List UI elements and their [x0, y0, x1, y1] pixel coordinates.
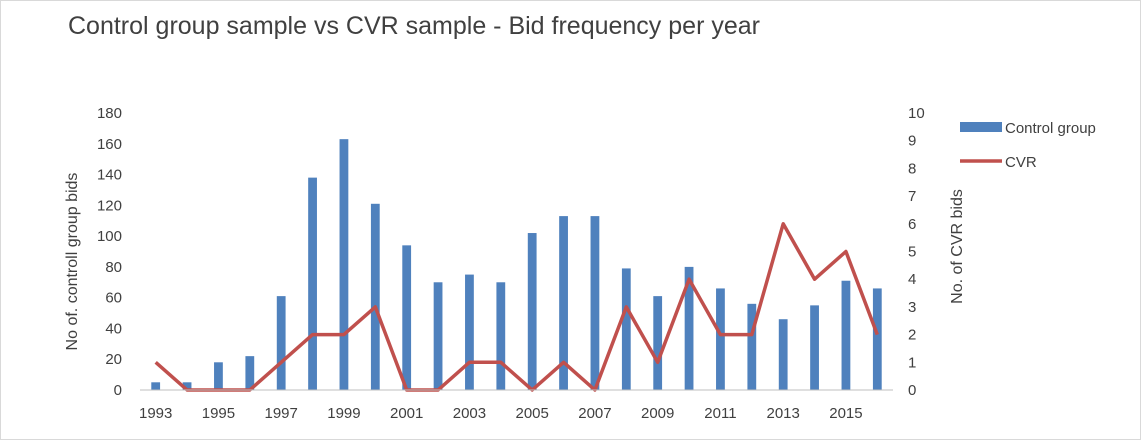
- x-tick-label: 2001: [390, 405, 423, 422]
- x-tick-label: 2013: [767, 405, 800, 422]
- legend-label-control-group: Control group: [1005, 120, 1096, 137]
- line-series: [154, 222, 879, 392]
- bar-2009: [653, 296, 663, 390]
- y-right-tick-label: 3: [908, 299, 916, 316]
- y-axis-right-ticks: 0 1 2 3 4 5 6 7 8 9 10: [908, 105, 925, 399]
- y-left-tick-label: 140: [97, 167, 122, 184]
- bar-2002: [433, 282, 443, 390]
- bar-2003: [465, 274, 474, 390]
- bar-series: [151, 139, 882, 390]
- x-tick-label: 1993: [139, 405, 172, 422]
- y-axis-right-title: No. of CVR bids: [949, 189, 966, 304]
- legend: Control group CVR: [960, 120, 1096, 171]
- bar-2015: [841, 280, 851, 390]
- bar-2005: [527, 233, 537, 390]
- y-left-tick-label: 80: [105, 259, 122, 276]
- y-left-tick-label: 120: [97, 197, 122, 214]
- y-left-tick-label: 160: [97, 136, 122, 153]
- bar-2000: [370, 203, 380, 390]
- chart-title: Control group sample vs CVR sample - Bid…: [68, 12, 760, 40]
- x-tick-label: 2007: [578, 405, 611, 422]
- x-tick-label: 2015: [829, 405, 862, 422]
- x-tick-label: 2005: [516, 405, 549, 422]
- bar-2011: [716, 288, 725, 390]
- bar-2006: [559, 216, 568, 390]
- line-cvr: [154, 222, 879, 392]
- y-left-tick-label: 100: [97, 228, 122, 245]
- bar-1995: [214, 362, 223, 390]
- y-left-tick-label: 40: [105, 320, 122, 337]
- y-right-tick-label: 10: [908, 105, 925, 122]
- x-axis-ticks: 1993 1995 1997 1999 2001 2003 2005 2007 2009 2011…: [139, 405, 863, 422]
- bar-2004: [496, 282, 506, 390]
- bar-2007: [590, 216, 600, 390]
- x-tick-label: 1997: [265, 405, 298, 422]
- y-right-tick-label: 1: [908, 354, 916, 371]
- x-tick-label: 2003: [453, 405, 486, 422]
- y-left-tick-label: 0: [114, 382, 122, 399]
- x-tick-label: 2009: [641, 405, 674, 422]
- y-right-tick-label: 5: [908, 244, 916, 261]
- x-tick-label: 1999: [327, 405, 360, 422]
- y-left-tick-label: 180: [97, 105, 122, 122]
- bar-2016: [872, 288, 882, 390]
- y-right-tick-label: 9: [908, 133, 916, 150]
- bar-2013: [778, 319, 788, 390]
- bar-1997: [276, 296, 286, 390]
- bar-1996: [245, 356, 255, 390]
- bar-1993: [151, 382, 161, 390]
- legend-swatch-control-group: [960, 122, 1002, 132]
- y-right-tick-label: 2: [908, 327, 916, 344]
- bar-1994: [182, 382, 192, 390]
- legend-label-cvr: CVR: [1005, 154, 1037, 171]
- bar-1999: [339, 139, 349, 390]
- bar-2001: [402, 245, 412, 390]
- x-tick-label: 2011: [704, 405, 736, 422]
- bar-2010: [684, 266, 694, 390]
- y-left-tick-label: 20: [105, 351, 122, 368]
- y-axis-left-ticks: 0 20 40 60 80 100 120 140 160 180: [97, 105, 122, 399]
- y-right-tick-label: 8: [908, 160, 916, 177]
- y-right-tick-label: 6: [908, 216, 916, 233]
- y-axis-left-title: No of. controll group bids: [64, 173, 81, 351]
- y-right-tick-label: 7: [908, 188, 916, 205]
- y-right-tick-label: 0: [908, 382, 916, 399]
- y-right-tick-label: 4: [908, 271, 916, 288]
- bar-2008: [621, 268, 631, 390]
- x-tick-label: 1995: [202, 405, 235, 422]
- y-left-tick-label: 60: [105, 290, 122, 307]
- bar-2012: [747, 303, 757, 390]
- bar-2014: [810, 305, 819, 390]
- bar-1998: [308, 177, 317, 390]
